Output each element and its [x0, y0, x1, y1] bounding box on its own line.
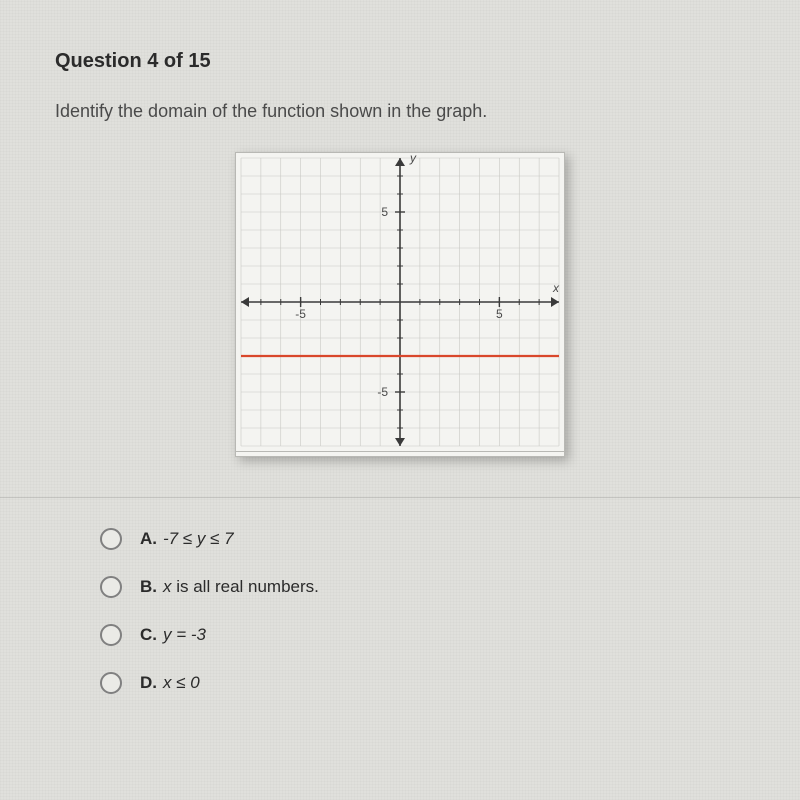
function-graph: -5 5 5 -5 x y: [235, 152, 565, 457]
svg-text:-5: -5: [377, 385, 388, 399]
choice-d[interactable]: D.x ≤ 0: [100, 672, 745, 694]
graph-svg: -5 5 5 -5 x y: [235, 152, 565, 452]
radio-icon: [100, 624, 122, 646]
choice-label: B.x is all real numbers.: [140, 577, 319, 597]
choice-label: A.-7 ≤ y ≤ 7: [140, 529, 234, 549]
choice-c[interactable]: C.y = -3: [100, 624, 745, 646]
svg-text:5: 5: [381, 205, 388, 219]
choice-label: C.y = -3: [140, 625, 206, 645]
radio-icon: [100, 576, 122, 598]
choice-b[interactable]: B.x is all real numbers.: [100, 576, 745, 598]
svg-text:y: y: [409, 152, 417, 165]
svg-text:5: 5: [496, 307, 503, 321]
choice-a[interactable]: A.-7 ≤ y ≤ 7: [100, 528, 745, 550]
section-divider: [0, 497, 800, 498]
radio-icon: [100, 528, 122, 550]
svg-text:x: x: [552, 281, 560, 295]
choice-label: D.x ≤ 0: [140, 673, 200, 693]
svg-text:-5: -5: [295, 307, 306, 321]
question-prompt: Identify the domain of the function show…: [55, 101, 745, 122]
question-page: Question 4 of 15 Identify the domain of …: [0, 0, 800, 694]
radio-icon: [100, 672, 122, 694]
answer-choices: A.-7 ≤ y ≤ 7 B.x is all real numbers. C.…: [55, 528, 745, 694]
question-number: Question 4 of 15: [55, 50, 745, 73]
